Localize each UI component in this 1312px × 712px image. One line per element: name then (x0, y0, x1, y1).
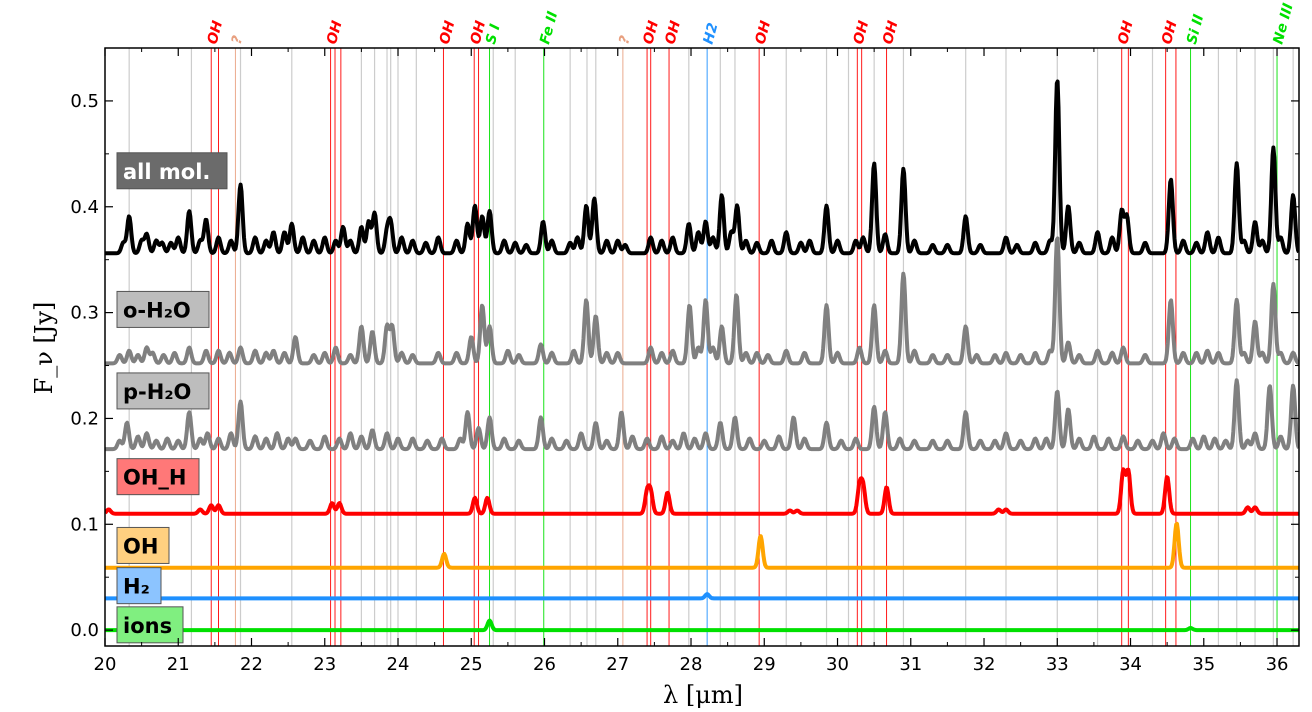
series-line-5 (105, 592, 1299, 601)
line-id-label: Ne III (1270, 2, 1296, 46)
x-tick-label: 23 (313, 654, 336, 675)
x-tick-label: 24 (387, 654, 410, 675)
x-axis-label: λ [μm] (663, 681, 743, 709)
series-label-box (116, 567, 162, 605)
line-id-label: ? (616, 34, 634, 46)
series-label-text: p-H₂O (123, 380, 191, 404)
x-tick-label: 25 (460, 654, 483, 675)
series-label-text: H₂ (123, 575, 150, 599)
series-label-text: o-H₂O (123, 298, 191, 322)
series-label-text: ions (123, 614, 172, 638)
series-label-text: OH (123, 534, 158, 558)
x-tick-label: 22 (240, 654, 263, 675)
line-id-label: OH (205, 19, 227, 46)
y-tick-label: 0.2 (70, 408, 99, 429)
x-tick-label: 28 (680, 654, 703, 675)
x-tick-label: 26 (533, 654, 556, 675)
line-id-label: OH (468, 19, 490, 46)
series-line-4 (105, 521, 1299, 570)
series-label-box (116, 458, 200, 496)
x-tick-label: 31 (899, 654, 922, 675)
x-tick-label: 35 (1192, 654, 1215, 675)
line-id-labels: OH? OH OH OHS I Fe II? OH OH H2 OH OH OH OH OH Si II N… (205, 2, 1297, 46)
line-id-label: Si II (1184, 13, 1207, 46)
x-tick-label: 29 (753, 654, 776, 675)
plot-frame (104, 47, 1300, 647)
axes: 20 21 22 23 24 25 26 27 28 29 30 31 32 33 34 35 36 0.0 0.1… (70, 47, 1300, 675)
series-line-1 (105, 236, 1299, 366)
y-tick-label: 0.3 (70, 303, 99, 324)
series-label-text: OH_H (123, 466, 187, 490)
x-tick-label: 30 (826, 654, 849, 675)
line-id-label: OH (851, 19, 873, 46)
series-label-box (116, 290, 210, 328)
series-line-3 (105, 467, 1299, 516)
line-id-label: H2 (701, 21, 722, 46)
y-axis-label: F_ν [Jy] (30, 302, 58, 395)
y-tick-label: 0.0 (70, 620, 99, 641)
line-id-label: OH (640, 19, 662, 46)
x-tick-label: 32 (973, 654, 996, 675)
line-id-label: OH (1159, 19, 1181, 46)
x-tick-label: 27 (606, 654, 629, 675)
series-label-box (116, 606, 184, 644)
series-label-box (116, 372, 210, 410)
spectra-series (105, 79, 1299, 633)
y-tick-label: 0.1 (70, 514, 99, 535)
series-label-box (116, 152, 228, 190)
x-tick-label: 33 (1046, 654, 1069, 675)
series-line-2 (105, 378, 1299, 452)
x-tick-label: 21 (167, 654, 190, 675)
series-labels: all mol. o-H₂O p-H₂O OH_H OH H₂ ions (116, 152, 228, 644)
line-id-label: OH (880, 19, 902, 46)
line-id-label: OH (1115, 19, 1137, 46)
y-tick-label: 0.4 (70, 197, 99, 218)
x-tick-label: 36 (1266, 654, 1289, 675)
series-line-6 (105, 618, 1299, 633)
line-id-label: OH (324, 19, 346, 46)
line-id-label: S I (483, 22, 504, 46)
x-tick-label: 20 (94, 654, 117, 675)
line-id-label: OH (437, 19, 459, 46)
series-label-text: all mol. (123, 160, 210, 184)
line-id-label: OH (753, 19, 775, 46)
x-tick-label: 34 (1119, 654, 1142, 675)
series-label-box (116, 526, 170, 564)
series-line-0 (105, 79, 1299, 256)
line-id-label: ? (229, 34, 247, 46)
y-tick-label: 0.5 (70, 91, 99, 112)
line-id-label: OH (662, 19, 684, 46)
line-id-label: Fe II (537, 10, 561, 46)
